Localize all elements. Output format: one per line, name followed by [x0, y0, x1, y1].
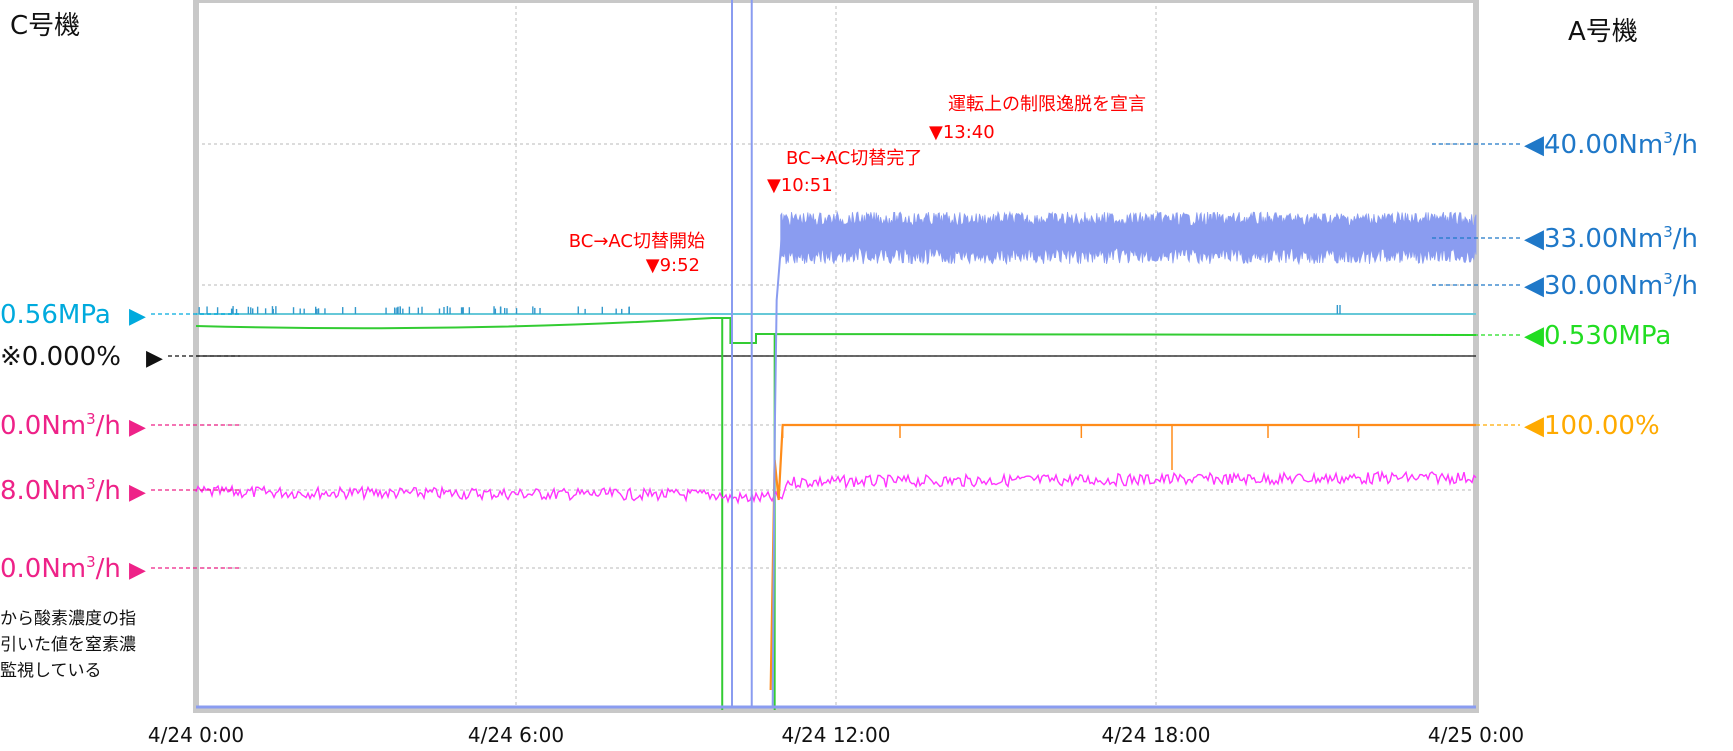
event-label-1: BC→AC切替開始 — [569, 231, 705, 252]
unit-suffix: /h — [1673, 224, 1698, 254]
unit-superscript: 3 — [1663, 270, 1673, 288]
series-blue-flow-band — [780, 210, 1477, 266]
left-value-label-3: 0.0Nm3/h — [0, 410, 121, 441]
unit-suffix: /h — [1673, 271, 1698, 301]
series-green-pressure — [195, 317, 1477, 710]
x-tick-label-5: 4/25 0:00 — [1428, 723, 1524, 747]
unit-suffix: /h — [1673, 130, 1698, 160]
unit-suffix: /h — [96, 411, 121, 441]
x-tick-labels: 4/24 0:00 4/24 6:00 4/24 12:00 4/24 18:00 4/… — [148, 723, 1524, 747]
left-value-label-1: 0.56MPa — [0, 300, 111, 330]
unit-superscript: 3 — [1663, 129, 1673, 147]
event-time-3: ▼13:40 — [929, 122, 995, 143]
x-tick-label-3: 4/24 12:00 — [782, 723, 891, 747]
left-arrow-icon: ▶ — [129, 480, 146, 505]
left-value-label-2: ※0.000% — [0, 342, 121, 372]
left-header: C号機 — [10, 11, 80, 41]
series-blue-rise — [771, 224, 784, 708]
x-tick-label-4: 4/24 18:00 — [1102, 723, 1211, 747]
unit-superscript: 3 — [1663, 223, 1673, 241]
right-value-label-5: ◀100.00% — [1524, 411, 1660, 441]
event-time-1: ▼9:52 — [646, 255, 700, 276]
left-value-label-4: 8.0Nm3/h — [0, 475, 121, 506]
right-value-label-2: ◀33.00Nm3/h — [1524, 223, 1698, 254]
unit-suffix: /h — [96, 476, 121, 506]
right-header: A号機 — [1568, 17, 1638, 47]
x-tick-label-1: 4/24 0:00 — [148, 723, 244, 747]
event-time-2: ▼10:51 — [767, 175, 833, 196]
event-label-2: BC→AC切替完了 — [786, 148, 922, 169]
unit-superscript: 3 — [86, 553, 96, 571]
left-arrow-icon: ▶ — [129, 558, 146, 583]
note-line-1: から酸素濃度の指 — [0, 609, 136, 629]
note-block: から酸素濃度の指 引いた値を窒素濃 監視している — [0, 609, 136, 681]
left-arrow-icon: ▶ — [129, 415, 146, 440]
series-pink-flow — [195, 469, 1477, 505]
series-layer — [195, 0, 1477, 710]
unit-superscript: 3 — [86, 475, 96, 493]
event-label-3: 運転上の制限逸脱を宣言 — [948, 94, 1146, 115]
grid-lines — [196, 0, 1476, 710]
right-value-label-4: ◀0.530MPa — [1524, 321, 1671, 351]
note-line-3: 監視している — [0, 661, 102, 681]
event-annotations: BC→AC切替開始 ▼9:52 BC→AC切替完了 ▼10:51 運転上の制限逸脱を宣言… — [569, 94, 1146, 276]
left-arrow-icon: ▶ — [146, 346, 163, 371]
left-value-label-5: 0.0Nm3/h — [0, 553, 121, 584]
unit-superscript: 3 — [86, 410, 96, 428]
left-arrow-icon: ▶ — [129, 304, 146, 329]
unit-suffix: /h — [96, 554, 121, 584]
note-line-2: 引いた値を窒素濃 — [0, 635, 136, 655]
x-tick-label-2: 4/24 6:00 — [468, 723, 564, 747]
right-value-label-3: ◀30.00Nm3/h — [1524, 270, 1698, 301]
right-value-label-1: ◀40.00Nm3/h — [1524, 129, 1698, 160]
